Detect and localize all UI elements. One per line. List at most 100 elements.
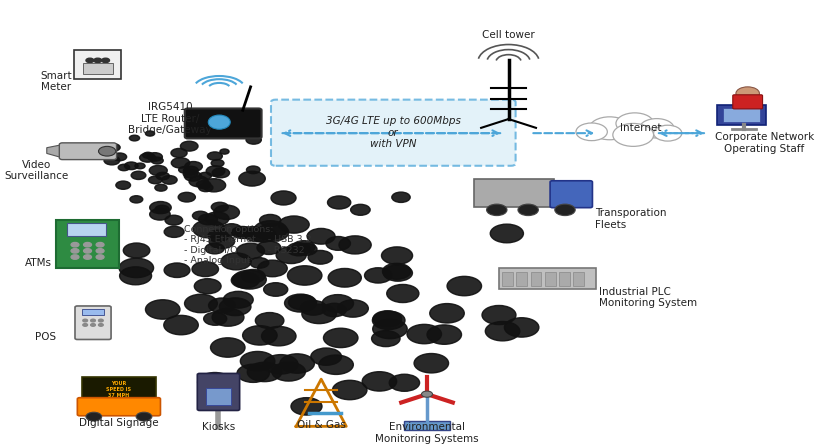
Circle shape <box>178 192 195 202</box>
Circle shape <box>145 300 179 319</box>
Circle shape <box>319 355 353 375</box>
Circle shape <box>150 202 171 214</box>
Circle shape <box>151 157 163 164</box>
Circle shape <box>250 258 269 268</box>
Circle shape <box>237 364 269 383</box>
Circle shape <box>203 312 226 325</box>
Circle shape <box>308 250 332 264</box>
FancyBboxPatch shape <box>270 99 515 166</box>
Circle shape <box>242 326 277 345</box>
FancyBboxPatch shape <box>473 179 554 207</box>
Circle shape <box>106 144 120 151</box>
Circle shape <box>199 172 211 179</box>
Circle shape <box>327 196 351 209</box>
Circle shape <box>197 181 210 189</box>
Polygon shape <box>47 145 62 158</box>
Circle shape <box>382 263 410 279</box>
Text: Corporate Network
Operating Staff: Corporate Network Operating Staff <box>713 132 812 154</box>
Text: ATMs: ATMs <box>25 258 52 268</box>
Circle shape <box>98 323 103 326</box>
Circle shape <box>210 338 245 357</box>
Text: Digital Signage: Digital Signage <box>79 418 159 428</box>
Circle shape <box>179 167 190 173</box>
FancyBboxPatch shape <box>206 388 231 405</box>
Circle shape <box>214 205 239 220</box>
Circle shape <box>71 249 79 253</box>
Circle shape <box>84 255 92 259</box>
Circle shape <box>421 391 432 397</box>
Circle shape <box>124 162 138 170</box>
Circle shape <box>261 327 296 346</box>
Circle shape <box>490 224 523 243</box>
FancyBboxPatch shape <box>197 374 239 410</box>
Circle shape <box>84 242 92 247</box>
Circle shape <box>184 172 201 181</box>
Circle shape <box>391 192 410 202</box>
Circle shape <box>246 136 261 144</box>
Circle shape <box>486 204 506 215</box>
FancyBboxPatch shape <box>722 108 759 122</box>
Circle shape <box>211 202 228 212</box>
Circle shape <box>256 241 281 254</box>
Circle shape <box>362 372 396 391</box>
Circle shape <box>129 135 139 141</box>
Circle shape <box>284 294 316 312</box>
Circle shape <box>250 228 276 242</box>
FancyBboxPatch shape <box>516 272 527 286</box>
Circle shape <box>554 204 574 215</box>
Circle shape <box>287 243 310 256</box>
Circle shape <box>260 215 280 226</box>
Circle shape <box>86 412 102 421</box>
Circle shape <box>148 176 162 184</box>
Circle shape <box>482 306 515 324</box>
FancyBboxPatch shape <box>558 272 569 286</box>
Circle shape <box>589 117 629 140</box>
Text: Oil & Gas: Oil & Gas <box>296 420 345 430</box>
Circle shape <box>263 283 287 296</box>
Circle shape <box>240 351 274 371</box>
Circle shape <box>288 295 315 310</box>
Circle shape <box>263 355 297 374</box>
Circle shape <box>332 380 367 400</box>
Circle shape <box>337 300 368 317</box>
Circle shape <box>71 255 79 259</box>
Circle shape <box>165 215 183 225</box>
Circle shape <box>389 374 419 391</box>
Circle shape <box>310 348 341 365</box>
Circle shape <box>96 249 104 253</box>
FancyBboxPatch shape <box>77 398 161 416</box>
Circle shape <box>96 242 104 247</box>
Text: Internet: Internet <box>619 123 660 133</box>
Circle shape <box>235 227 255 238</box>
FancyBboxPatch shape <box>572 272 583 286</box>
Circle shape <box>364 268 391 283</box>
Circle shape <box>86 58 93 63</box>
Circle shape <box>139 153 156 162</box>
Circle shape <box>735 87 758 100</box>
Text: Kiosks: Kiosks <box>201 422 235 432</box>
Circle shape <box>171 158 189 168</box>
Circle shape <box>446 276 481 296</box>
Circle shape <box>155 184 167 191</box>
Circle shape <box>338 236 371 254</box>
Circle shape <box>113 153 126 161</box>
Circle shape <box>208 298 235 313</box>
Circle shape <box>238 171 265 186</box>
Circle shape <box>91 323 95 326</box>
Circle shape <box>207 230 229 242</box>
Circle shape <box>183 170 197 178</box>
Circle shape <box>325 237 350 250</box>
Circle shape <box>382 265 412 281</box>
Circle shape <box>102 58 110 63</box>
Circle shape <box>242 227 262 237</box>
Circle shape <box>143 152 153 158</box>
Circle shape <box>83 323 88 326</box>
Circle shape <box>322 303 346 317</box>
Circle shape <box>245 228 269 242</box>
Text: 3G/4G LTE up to 600Mbps
or
with VPN: 3G/4G LTE up to 600Mbps or with VPN <box>325 116 460 149</box>
Circle shape <box>194 279 221 294</box>
Circle shape <box>98 146 115 156</box>
FancyBboxPatch shape <box>75 50 121 79</box>
Circle shape <box>257 224 288 241</box>
Circle shape <box>518 204 538 215</box>
